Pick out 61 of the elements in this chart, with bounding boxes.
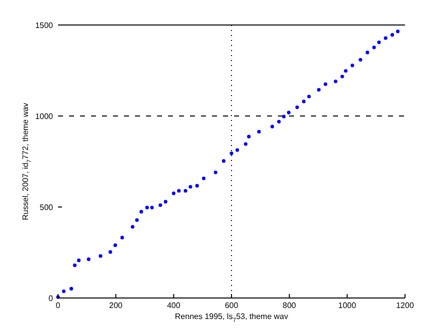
- point: [334, 80, 338, 84]
- point: [377, 40, 381, 44]
- point: [135, 218, 139, 222]
- point: [222, 159, 226, 163]
- x-tick-label: 400: [166, 301, 181, 310]
- point: [188, 185, 192, 189]
- point: [214, 170, 218, 174]
- point: [62, 289, 66, 294]
- point: [164, 200, 168, 204]
- point: [230, 152, 234, 156]
- point: [150, 206, 154, 210]
- point: [270, 124, 274, 128]
- x-tick-label: 200: [109, 301, 124, 310]
- point: [384, 36, 388, 40]
- point: [344, 69, 348, 73]
- point: [295, 105, 299, 110]
- x-tick-label: 800: [282, 301, 297, 310]
- point: [77, 258, 81, 262]
- point: [247, 134, 251, 138]
- point: [70, 286, 74, 291]
- point: [202, 176, 206, 180]
- point: [282, 114, 286, 118]
- point: [86, 257, 90, 262]
- point: [120, 236, 124, 240]
- point: [277, 120, 281, 124]
- x-axis-title: Rennes 1995, ls$_{7}$53, theme wav: [174, 312, 288, 324]
- point: [130, 225, 134, 229]
- x-tick-label: 1200: [396, 301, 414, 310]
- point: [257, 130, 261, 134]
- point: [235, 148, 240, 152]
- point: [172, 192, 176, 196]
- point: [324, 82, 328, 86]
- point: [372, 46, 376, 50]
- point: [350, 64, 354, 68]
- point: [158, 203, 162, 207]
- point: [366, 50, 370, 54]
- point: [390, 33, 394, 37]
- point: [139, 210, 144, 214]
- point: [317, 88, 321, 92]
- point: [358, 58, 362, 62]
- point: [307, 94, 311, 98]
- y-tick-label: 500: [40, 203, 54, 212]
- point: [195, 184, 199, 188]
- y-tick-label: 1500: [35, 21, 54, 30]
- point: [177, 189, 181, 193]
- point: [286, 110, 291, 114]
- x-tick-label: 600: [224, 301, 239, 310]
- point: [145, 206, 149, 210]
- point: [302, 100, 306, 104]
- point: [396, 30, 400, 34]
- point: [244, 142, 248, 146]
- y-tick-label: 1000: [35, 112, 54, 121]
- x-tick-label: 0: [56, 301, 61, 310]
- point: [113, 243, 118, 248]
- point: [98, 254, 102, 258]
- point: [72, 263, 77, 268]
- point: [108, 250, 112, 254]
- point: [184, 189, 188, 193]
- x-tick-label: 1000: [338, 301, 357, 310]
- y-tick-label: 0: [48, 294, 54, 303]
- point: [340, 74, 344, 78]
